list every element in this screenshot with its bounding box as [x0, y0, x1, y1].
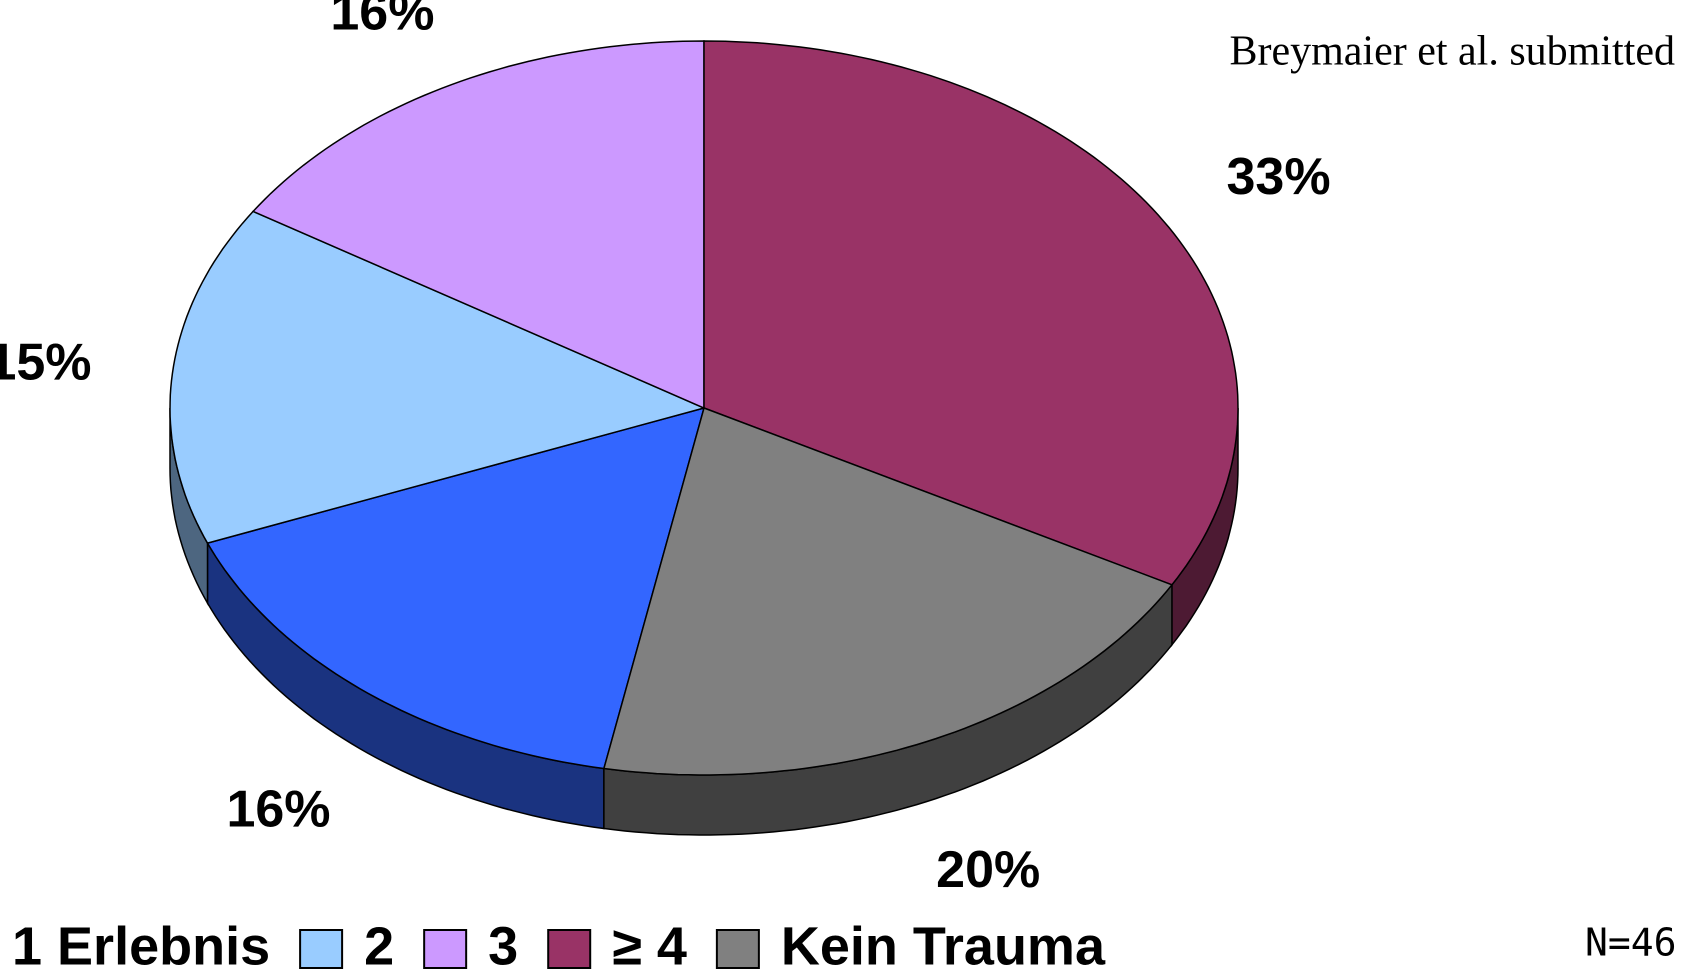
data-label: 20% [936, 841, 1040, 899]
legend-swatch [715, 929, 760, 969]
data-label: 16% [330, 0, 434, 41]
data-label: 15% [0, 334, 92, 392]
legend-swatch [547, 929, 592, 969]
pie-top [169, 40, 1239, 776]
pie-slice [602, 407, 1174, 776]
legend-swatch [423, 929, 468, 969]
sample-size: N=46 [1585, 921, 1677, 965]
legend-swatch [299, 929, 344, 969]
legend-label: ≥ 4 [612, 916, 687, 973]
data-label: 33% [1227, 148, 1331, 206]
pie-slice [703, 40, 1239, 586]
legend-label: Kein Trauma [781, 916, 1106, 973]
pie-slice [169, 210, 707, 544]
data-label: 16% [226, 781, 330, 839]
pie-slice [206, 406, 706, 770]
pie-slice [251, 40, 705, 410]
legend-label: 1 Erlebnis [12, 916, 270, 973]
source-note: Breymaier et al. submitted [1229, 29, 1675, 75]
legend-label: 2 [364, 916, 394, 973]
legend-label: 3 [488, 916, 518, 973]
